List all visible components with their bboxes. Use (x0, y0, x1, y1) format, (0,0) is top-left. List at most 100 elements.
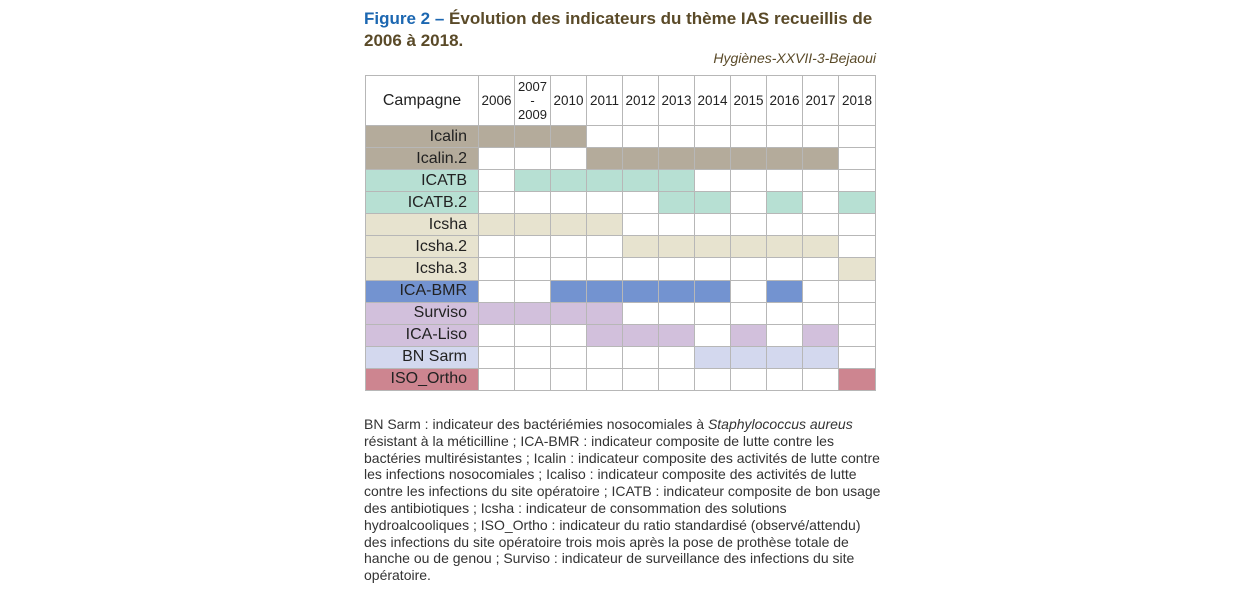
empty-period-cell (730, 191, 767, 215)
active-period-cell (550, 213, 587, 237)
active-period-cell (694, 191, 731, 215)
active-period-cell (694, 345, 731, 369)
empty-period-cell (838, 235, 876, 259)
empty-period-cell (730, 279, 767, 303)
empty-period-cell (838, 279, 876, 303)
year-header: 2017 (802, 75, 839, 126)
empty-period-cell (550, 147, 587, 171)
empty-period-cell (838, 147, 876, 171)
table-row: ICATB (365, 169, 876, 193)
empty-period-cell (730, 257, 767, 281)
active-period-cell (550, 301, 587, 325)
empty-period-cell (766, 257, 803, 281)
empty-period-cell (730, 367, 767, 392)
empty-period-cell (478, 169, 515, 193)
table-row: BN Sarm (365, 345, 876, 369)
table-row: ICATB.2 (365, 191, 876, 215)
empty-period-cell (622, 301, 659, 325)
active-period-cell (694, 279, 731, 303)
campagne-header: Campagne (365, 75, 479, 126)
table-row: Icsha.2 (365, 235, 876, 259)
empty-period-cell (478, 323, 515, 347)
active-period-cell (478, 213, 515, 237)
empty-period-cell (550, 367, 587, 392)
empty-period-cell (514, 279, 551, 303)
active-period-cell (586, 301, 623, 325)
empty-period-cell (622, 124, 659, 149)
year-header: 2011 (586, 75, 623, 126)
active-period-cell (802, 147, 839, 171)
empty-period-cell (694, 367, 731, 392)
indicator-label: ISO_Ortho (365, 367, 479, 392)
active-period-cell (586, 323, 623, 347)
year-header: 2018 (838, 75, 876, 126)
active-period-cell (622, 169, 659, 193)
table-row: Surviso (365, 301, 876, 325)
empty-period-cell (838, 124, 876, 149)
empty-period-cell (586, 257, 623, 281)
empty-period-cell (514, 323, 551, 347)
empty-period-cell (658, 345, 695, 369)
empty-period-cell (802, 367, 839, 392)
indicator-label: Icsha (365, 213, 479, 237)
indicator-label: ICA-BMR (365, 279, 479, 303)
active-period-cell (838, 191, 876, 215)
year-header: 2015 (730, 75, 767, 126)
active-period-cell (586, 279, 623, 303)
empty-period-cell (838, 169, 876, 193)
empty-period-cell (802, 213, 839, 237)
empty-period-cell (586, 235, 623, 259)
table-row: ISO_Ortho (365, 367, 876, 392)
active-period-cell (766, 279, 803, 303)
empty-period-cell (694, 169, 731, 193)
empty-period-cell (694, 323, 731, 347)
empty-period-cell (586, 345, 623, 369)
empty-period-cell (478, 279, 515, 303)
table-row: Icsha.3 (365, 257, 876, 281)
empty-period-cell (658, 257, 695, 281)
active-period-cell (730, 323, 767, 347)
empty-period-cell (694, 124, 731, 149)
empty-period-cell (478, 147, 515, 171)
year-header-2007-2009: 2007-2009 (514, 75, 551, 126)
figure-source: Hygiènes-XXVII-3-Bejaoui (713, 50, 876, 66)
active-period-cell (658, 169, 695, 193)
empty-period-cell (802, 279, 839, 303)
empty-period-cell (802, 169, 839, 193)
active-period-cell (622, 279, 659, 303)
caption-part-2: résistant à la méticilline ; ICA-BMR : i… (364, 432, 881, 584)
active-period-cell (658, 323, 695, 347)
empty-period-cell (658, 213, 695, 237)
active-period-cell (802, 323, 839, 347)
empty-period-cell (622, 257, 659, 281)
active-period-cell (478, 124, 515, 149)
year-header: 2010 (550, 75, 587, 126)
empty-period-cell (478, 191, 515, 215)
active-period-cell (478, 301, 515, 325)
empty-period-cell (838, 323, 876, 347)
indicator-label: Icalin (365, 124, 479, 149)
indicator-label: BN Sarm (365, 345, 479, 369)
empty-period-cell (766, 367, 803, 392)
empty-period-cell (694, 301, 731, 325)
empty-period-cell (514, 367, 551, 392)
empty-period-cell (802, 124, 839, 149)
active-period-cell (694, 147, 731, 171)
empty-period-cell (802, 191, 839, 215)
empty-period-cell (730, 124, 767, 149)
empty-period-cell (550, 345, 587, 369)
table-row: ICA-BMR (365, 279, 876, 303)
empty-period-cell (766, 323, 803, 347)
indicator-label: ICATB (365, 169, 479, 193)
empty-period-cell (658, 367, 695, 392)
empty-period-cell (622, 191, 659, 215)
active-period-cell (766, 147, 803, 171)
active-period-cell (694, 235, 731, 259)
empty-period-cell (514, 147, 551, 171)
figure-title-text: Évolution des indicateurs du thème IAS r… (364, 9, 873, 50)
active-period-cell (730, 147, 767, 171)
empty-period-cell (658, 124, 695, 149)
active-period-cell (802, 235, 839, 259)
figure-label: Figure 2 – (364, 9, 445, 28)
empty-period-cell (586, 191, 623, 215)
